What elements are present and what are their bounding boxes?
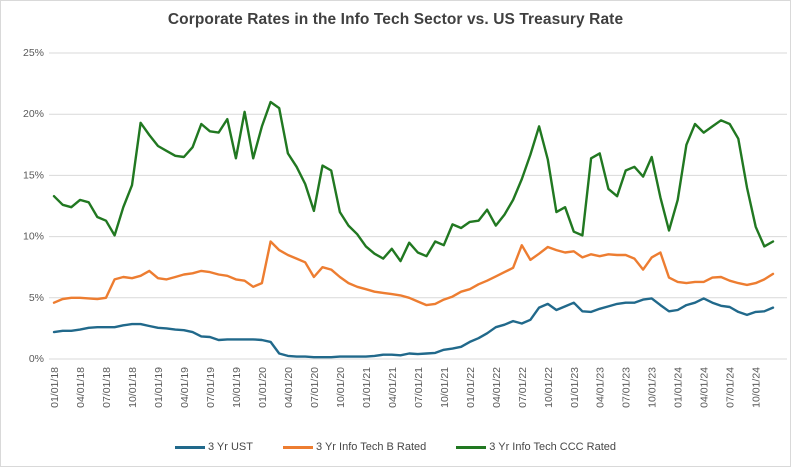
legend: 3 Yr UST 3 Yr Info Tech B Rated 3 Yr Inf… bbox=[1, 441, 790, 453]
legend-label-ccc-rated: 3 Yr Info Tech CCC Rated bbox=[489, 441, 617, 453]
legend-item-ccc-rated: 3 Yr Info Tech CCC Rated bbox=[456, 441, 616, 453]
x-tick-label: 10/01/20 bbox=[335, 367, 347, 408]
legend-label-3yr-ust: 3 Yr UST bbox=[207, 441, 253, 453]
legend-item-b-rated: 3 Yr Info Tech B Rated bbox=[282, 441, 427, 453]
x-tick-label: 07/01/24 bbox=[725, 367, 737, 408]
x-tick-label: 04/01/19 bbox=[179, 367, 191, 408]
y-tick-label-15%: 15% bbox=[23, 169, 44, 181]
series-line-3-yr-ust bbox=[52, 297, 775, 359]
series-line-3-yr-info-tech-ccc-rated bbox=[52, 100, 775, 263]
y-tick-label-10%: 10% bbox=[23, 231, 44, 243]
y-tick-label-25%: 25% bbox=[23, 47, 44, 59]
x-tick-label: 10/01/21 bbox=[439, 367, 451, 408]
x-tick-label: 01/01/24 bbox=[673, 367, 685, 408]
x-tick-label: 04/01/24 bbox=[699, 367, 711, 408]
x-tick-label: 04/01/21 bbox=[387, 367, 399, 408]
x-tick-label: 04/01/23 bbox=[595, 367, 607, 408]
legend-swatch-3yr-ust bbox=[174, 445, 205, 449]
legend-swatch-ccc-rated bbox=[456, 445, 487, 449]
x-tick-label: 10/01/23 bbox=[647, 367, 659, 408]
legend-item-3yr-ust: 3 Yr UST bbox=[174, 441, 253, 453]
x-tick-label: 01/01/22 bbox=[465, 367, 477, 408]
x-tick-label: 10/01/18 bbox=[127, 367, 139, 408]
x-tick-label: 01/01/18 bbox=[49, 367, 61, 408]
x-tick-label: 01/01/20 bbox=[257, 367, 269, 408]
x-tick-label: 07/01/23 bbox=[621, 367, 633, 408]
legend-swatch-b-rated bbox=[282, 445, 313, 449]
x-tick-label: 07/01/19 bbox=[205, 367, 217, 408]
y-tick-label-20%: 20% bbox=[23, 108, 44, 120]
x-tick-label: 01/01/21 bbox=[361, 367, 373, 408]
x-tick-label: 07/01/21 bbox=[413, 367, 425, 408]
y-tick-label-0%: 0% bbox=[29, 353, 44, 365]
y-tick-label-5%: 5% bbox=[29, 292, 44, 304]
x-tick-label: 07/01/20 bbox=[309, 367, 321, 408]
x-tick-label: 10/01/19 bbox=[231, 367, 243, 408]
x-tick-label: 10/01/22 bbox=[543, 367, 555, 408]
x-tick-label: 07/01/22 bbox=[517, 367, 529, 408]
x-tick-label: 10/01/24 bbox=[751, 367, 763, 408]
x-tick-label: 04/01/22 bbox=[491, 367, 503, 408]
legend-label-b-rated: 3 Yr Info Tech B Rated bbox=[315, 441, 427, 453]
x-tick-label: 07/01/18 bbox=[101, 367, 113, 408]
x-tick-label: 01/01/23 bbox=[569, 367, 581, 408]
x-tick-label: 04/01/18 bbox=[75, 367, 87, 408]
x-tick-label: 04/01/20 bbox=[283, 367, 295, 408]
chart-title: Corporate Rates in the Info Tech Sector … bbox=[167, 11, 624, 28]
series-line-3-yr-info-tech-b-rated bbox=[52, 240, 775, 307]
x-tick-label: 01/01/19 bbox=[153, 367, 165, 408]
